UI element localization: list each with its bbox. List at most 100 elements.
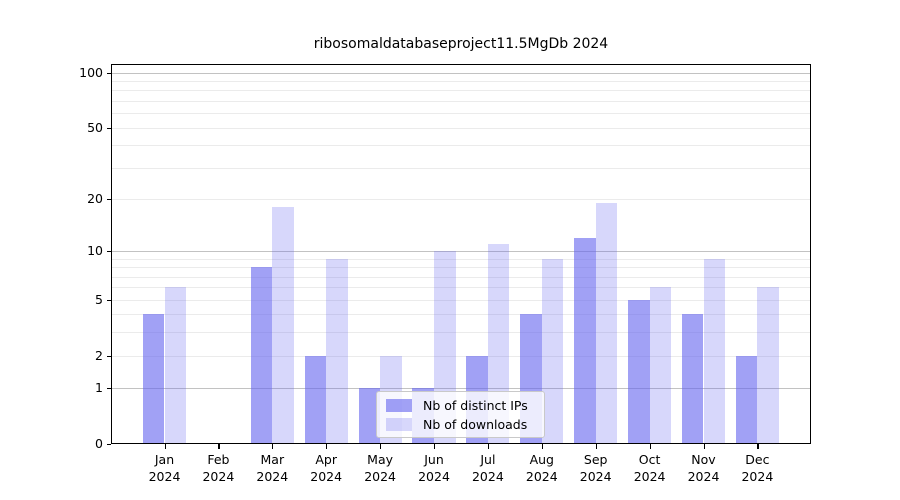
legend-label-downloads: Nb of downloads [423,416,528,432]
y-axis-label: 2 [95,347,103,363]
x-axis-label-month: Mar [260,452,285,467]
legend-swatch-distinct-ips [386,398,412,412]
x-axis-label-month: Sep [583,452,608,467]
gridline-minor [111,113,811,115]
y-axis-tick [106,388,111,390]
bar-downloads-nov [703,258,726,444]
gridline-minor [111,90,811,92]
x-axis-label-month: Aug [529,452,554,467]
y-axis-label: 10 [87,243,103,258]
x-axis-tick [649,444,651,449]
y-axis-label: 50 [87,119,103,135]
y-axis-tick [106,127,111,129]
x-axis-tick [757,444,759,449]
bar-downloads-apr [326,258,348,444]
bar-downloads-sep [595,202,618,444]
gridline-minor [111,287,811,289]
x-axis-label-month: Jan [154,452,175,467]
x-axis-label-month: Feb [207,452,230,467]
gridline-minor [111,198,811,200]
x-axis-label-year: 2024 [310,468,343,484]
x-axis-tick [326,444,328,449]
bar-downloads-mar [272,207,294,444]
y-axis-tick [106,72,111,74]
gridline-minor [111,332,811,334]
x-axis-label: May 2024 [348,452,412,485]
gridline-minor [111,267,811,269]
x-axis-label-month: Apr [315,452,337,467]
bar-downloads-jan [164,287,187,444]
x-axis-tick [380,444,382,449]
gridline-minor [111,299,811,301]
x-axis-label-year: 2024 [633,468,666,484]
y-axis-label: 1 [95,380,103,396]
x-axis-label: Feb 2024 [186,452,250,485]
gridline-minor [111,80,811,82]
x-axis-label: Jan 2024 [133,452,197,485]
x-axis-label-year: 2024 [148,468,181,484]
gridline-minor [111,314,811,316]
legend-item-downloads: Nb of downloads [377,416,544,432]
x-axis-label: Aug 2024 [510,452,574,485]
y-axis-label: 0 [95,436,103,451]
x-axis-label-year: 2024 [418,468,450,484]
gridline-major [111,388,811,390]
x-axis-tick [164,444,166,449]
bar-downloads-oct [649,287,672,444]
x-axis-label: Apr 2024 [294,452,358,485]
x-axis-tick [541,444,543,449]
gridline-minor [111,127,811,129]
x-axis-tick [487,444,490,449]
gridline-minor [111,355,811,357]
legend-item-distinct-ips: Nb of distinct IPs [377,397,544,413]
bar-ips-sep [574,237,596,444]
legend-swatch-downloads [386,417,412,431]
legend-label-distinct-ips: Nb of distinct IPs [423,397,528,413]
gridline-minor [111,145,811,147]
x-axis-label: Sep 2024 [564,452,628,485]
gridline-major [111,251,811,252]
x-axis-label-month: Oct [638,452,661,467]
x-axis-label-year: 2024 [525,468,558,484]
x-axis-label-month: Dec [745,452,770,467]
x-axis-label-month: Jul [480,452,496,467]
y-axis-tick [106,444,111,446]
bar-ips-nov [681,314,704,444]
x-axis-tick [218,444,220,449]
x-axis-label-year: 2024 [256,468,289,484]
x-axis-label-year: 2024 [364,468,396,484]
bar-ips-may [358,388,381,444]
x-axis-tick [434,444,436,449]
x-axis-label: Mar 2024 [240,452,304,485]
x-axis-label-year: 2024 [202,468,235,484]
x-axis-tick [595,444,597,449]
bar-downloads-dec [757,287,779,444]
bar-ips-mar [250,267,273,444]
y-axis-label: 5 [95,291,103,307]
gridline-minor [111,258,811,260]
x-axis-label: Dec 2024 [725,452,789,485]
x-axis-label-month: May [367,452,394,467]
chart-title: ribosomaldatabaseproject11.5MgDb 2024 [313,36,609,52]
x-axis-label: Oct 2024 [618,452,682,485]
bar-ips-dec [735,355,758,444]
y-axis-tick [106,198,111,201]
bar-ips-apr [304,355,327,444]
x-axis-label: Jun 2024 [402,452,466,485]
x-axis-label-year: 2024 [579,468,612,484]
gridline-minor [111,276,811,278]
y-axis-tick [106,355,111,357]
x-axis-label-year: 2024 [741,468,774,484]
x-axis-label-month: Nov [691,452,716,467]
y-axis-tick [106,251,111,253]
x-axis-label-year: 2024 [687,468,720,484]
gridline-minor [111,167,811,169]
y-axis-label: 100 [79,64,103,80]
x-axis-label-year: 2024 [471,468,504,484]
x-axis-label: Nov 2024 [672,452,736,485]
gridline-major [111,72,811,74]
y-axis-tick [106,299,111,301]
x-axis-tick [703,444,705,449]
x-axis-label: Jul 2024 [456,452,520,485]
